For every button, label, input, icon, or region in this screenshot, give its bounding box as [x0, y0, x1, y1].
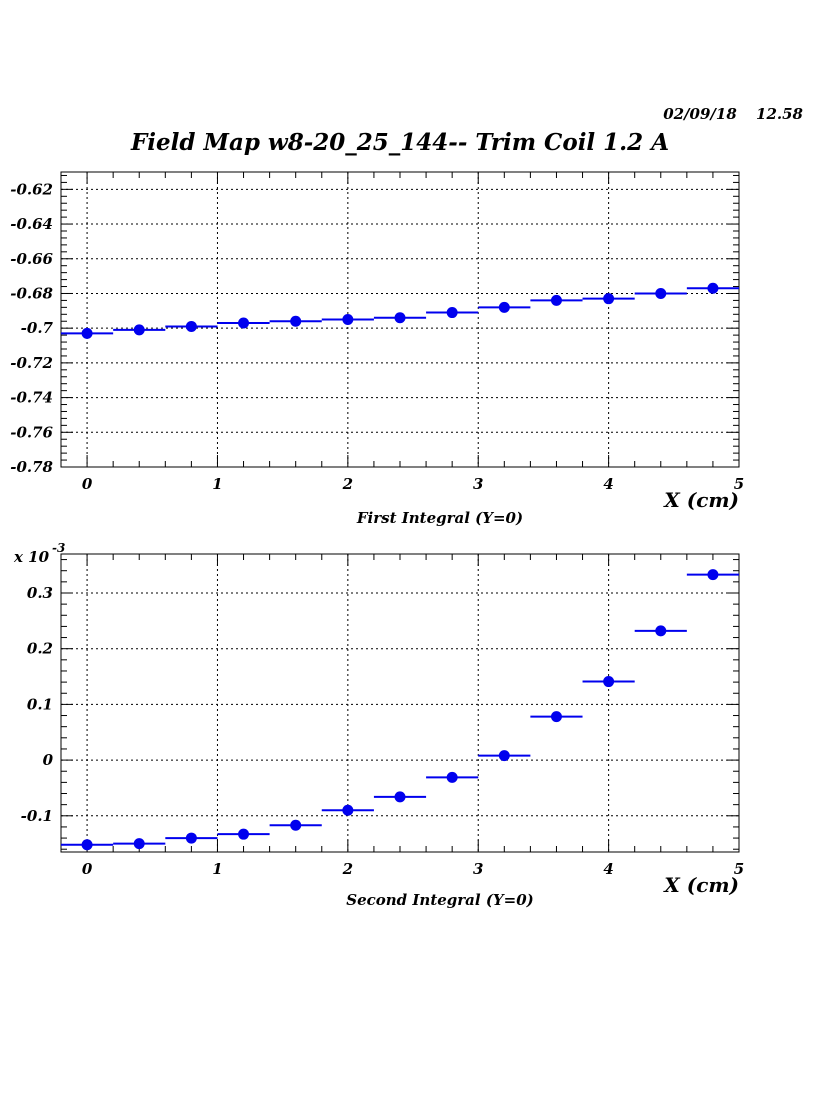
y-tick-label: -0.78 — [10, 458, 53, 476]
y-tick-label: -0.72 — [10, 354, 53, 372]
y-tick-label: -0.1 — [21, 807, 53, 825]
x-tick-label: 4 — [603, 475, 613, 493]
data-point — [655, 625, 667, 637]
axis-exponent-power: -3 — [52, 541, 65, 555]
x-tick-label: 3 — [473, 860, 483, 878]
data-point — [290, 819, 302, 831]
y-tick-label: 0.1 — [27, 695, 53, 713]
y-tick-label: 0 — [43, 751, 54, 769]
data-point — [394, 791, 406, 803]
data-point — [238, 317, 250, 329]
data-point — [290, 315, 302, 327]
data-point — [342, 314, 354, 325]
y-tick-label: -0.76 — [10, 423, 53, 441]
x-tick-label: 1 — [212, 860, 222, 878]
second-integral-panel: 0 1 2 3 4 5 -0.1 0 0.1 0.2 0.3 X (cm) Second Integra… — [13, 541, 744, 909]
panel-subtitle: Second Integral (Y=0) — [346, 891, 533, 909]
data-point — [81, 839, 93, 851]
x-tick-label: 0 — [82, 860, 93, 878]
axis-exponent-label: x 10 — [13, 548, 50, 566]
x-tick-label: 4 — [603, 860, 613, 878]
data-point — [498, 301, 510, 313]
data-point — [133, 838, 145, 850]
x-axis-label: X (cm) — [662, 873, 739, 897]
data-point — [655, 287, 667, 299]
x-tick-label: 5 — [734, 860, 744, 878]
data-point — [498, 750, 510, 762]
y-tick-label: 0.3 — [27, 584, 53, 602]
data-point — [707, 569, 719, 581]
y-tick-label: 0.2 — [27, 640, 53, 658]
data-point — [550, 711, 562, 723]
data-point — [446, 307, 458, 319]
y-tick-label: -0.7 — [21, 319, 54, 337]
data-point — [550, 294, 562, 306]
data-point — [394, 312, 406, 324]
data-point — [185, 320, 197, 332]
x-tick-label: 2 — [342, 475, 353, 493]
time-label: 12.58 — [756, 105, 804, 123]
data-point — [603, 293, 615, 305]
y-tick-label: -0.68 — [10, 284, 53, 302]
y-tick-label: -0.66 — [10, 250, 53, 268]
x-tick-label: 0 — [82, 475, 93, 493]
x-tick-label: 2 — [342, 860, 353, 878]
data-point — [81, 327, 93, 339]
data-point — [185, 832, 197, 844]
first-integral-panel: 0 1 2 3 4 5 -0.78 -0.76 -0.74 -0.72 -0.7 -0.68 -0.66… — [10, 171, 744, 527]
y-tick-label: -0.62 — [10, 180, 53, 198]
data-point — [238, 828, 250, 840]
data-point — [707, 282, 719, 294]
data-point — [446, 771, 458, 783]
x-tick-label: 1 — [212, 475, 222, 493]
figure-title: Field Map w8-20_25_144-- Trim Coil 1.2 A — [130, 129, 669, 156]
data-point — [603, 676, 615, 688]
data-point — [133, 324, 145, 336]
x-axis-label: X (cm) — [662, 488, 739, 512]
date-time-label: 02/09/18 12.58 — [663, 105, 803, 123]
plot-frame — [60, 553, 740, 853]
date-label: 02/09/18 — [663, 105, 737, 123]
data-point — [342, 804, 354, 816]
panel-subtitle: First Integral (Y=0) — [356, 509, 523, 527]
x-tick-label: 3 — [473, 475, 483, 493]
y-tick-label: -0.74 — [10, 389, 53, 407]
x-tick-label: 5 — [734, 475, 744, 493]
y-tick-label: -0.64 — [10, 215, 53, 233]
